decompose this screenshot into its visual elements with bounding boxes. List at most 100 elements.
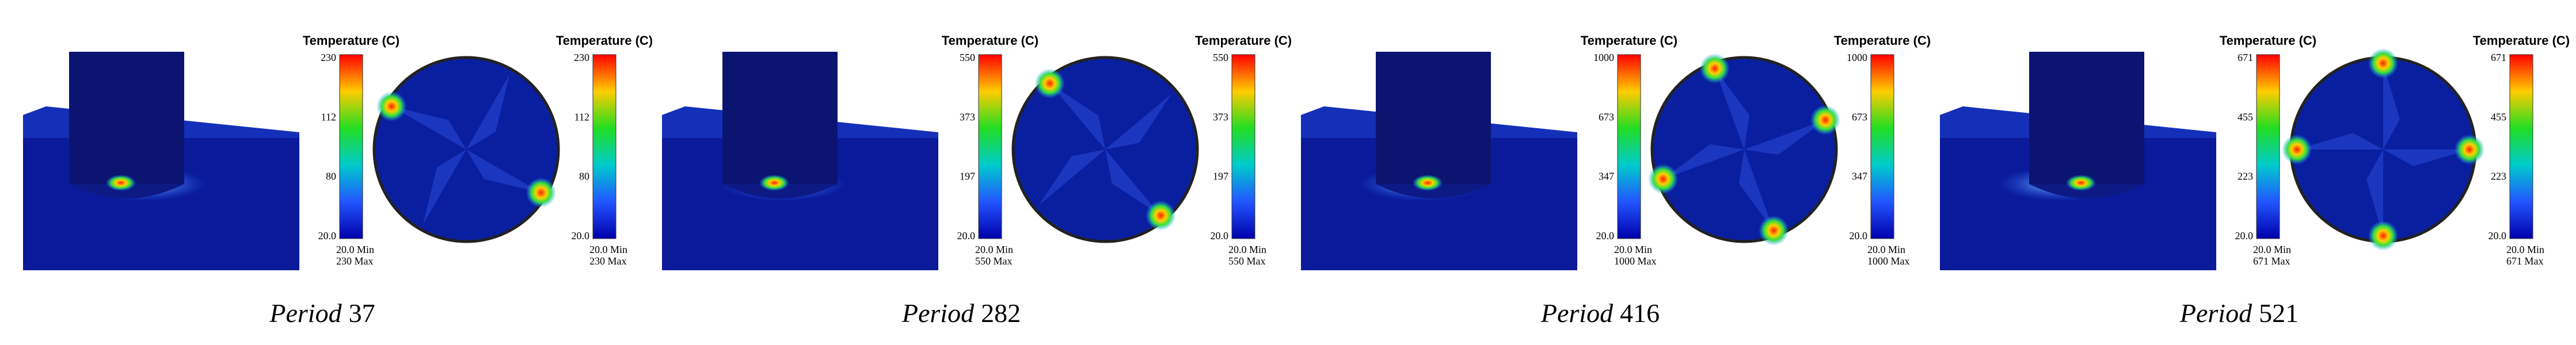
color-legend: Temperature (C) 550 373 197 20.0 20.0 Min550 … — [942, 33, 1038, 267]
section-hot-spot — [526, 178, 556, 208]
flute — [1744, 120, 1825, 155]
legend-tick-label: 550 — [1213, 52, 1228, 63]
cross-section — [1011, 56, 1199, 243]
legend-min: 20.0 Min — [1867, 244, 1905, 255]
flute — [2366, 150, 2383, 236]
legend-tick-label: 455 — [2238, 111, 2253, 122]
legend-min: 20.0 Min — [336, 244, 374, 255]
flute — [1738, 150, 1774, 231]
hot-spot — [1413, 175, 1443, 191]
legend-tick-label: 230 — [574, 52, 589, 63]
caption-number: 37 — [349, 298, 375, 328]
legend-tick-label: 197 — [960, 171, 975, 182]
legend-title: Temperature (C) — [1581, 33, 1677, 48]
tool-tip — [1376, 184, 1491, 198]
section-hot-spot — [1699, 53, 1730, 84]
legend-min: 20.0 Min — [589, 244, 627, 255]
section-hot-spot — [2455, 135, 2484, 164]
tool-tip — [2029, 184, 2144, 198]
flute — [1049, 83, 1105, 150]
cross-section — [372, 56, 560, 243]
legend-min: 20.0 Min — [1614, 244, 1652, 255]
workpiece — [1301, 138, 1577, 270]
tool — [722, 52, 838, 184]
color-legend: Temperature (C) 671 455 223 20.0 20.0 Min671 … — [2220, 33, 2316, 267]
legend-max: 1000 Max — [1867, 255, 1910, 267]
flute — [466, 75, 509, 150]
legend-tick-label: 20.0 — [1850, 230, 1868, 241]
legend-max: 671 Max — [2253, 255, 2290, 267]
simulation-view — [662, 52, 938, 270]
caption: Period 37 — [269, 298, 375, 328]
legend-tick-label: 673 — [1599, 111, 1614, 122]
legend-tick-label: 80 — [326, 171, 336, 182]
section-hot-spot — [1759, 215, 1789, 246]
legend-max: 230 Max — [336, 255, 374, 267]
section-hot-spot — [1648, 164, 1679, 194]
workpiece — [1940, 138, 2216, 270]
legend-tick-label: 1000 — [1847, 52, 1867, 63]
flute — [1105, 94, 1171, 150]
legend-tick-label: 197 — [1213, 171, 1228, 182]
caption-number: 521 — [2259, 298, 2299, 328]
legend-tick-label: 20.0 — [1596, 230, 1615, 241]
section-hot-spot — [2368, 221, 2398, 251]
simulation-view — [23, 52, 299, 270]
legend-title: Temperature (C) — [942, 33, 1038, 48]
legend-title: Temperature (C) — [1195, 33, 1292, 48]
legend-tick-label: 550 — [960, 52, 975, 63]
caption-label: Period — [1540, 298, 1614, 328]
tool — [1376, 52, 1491, 184]
legend-min: 20.0 Min — [1228, 244, 1266, 255]
legend-min: 20.0 Min — [2506, 244, 2544, 255]
flute — [1714, 68, 1750, 150]
legend-tick-label: 20.0 — [2235, 230, 2254, 241]
legend-tick-label: 20.0 — [318, 230, 337, 241]
color-bar — [2509, 54, 2533, 239]
color-bar — [1870, 54, 1894, 239]
caption-number: 416 — [1620, 298, 1660, 328]
color-bar — [592, 54, 617, 239]
legend-tick-label: 671 — [2491, 52, 2506, 63]
legend-min: 20.0 Min — [975, 244, 1013, 255]
caption-number: 282 — [981, 298, 1021, 328]
color-legend: Temperature (C) 550 373 197 20.0 20.0 Min550 … — [1195, 33, 1292, 267]
flute — [1105, 150, 1161, 216]
flute — [2297, 133, 2383, 150]
tool-tip — [69, 184, 184, 198]
caption-label: Period — [2179, 298, 2252, 328]
section-hot-spot — [376, 91, 407, 121]
section-hot-spot — [1034, 68, 1065, 99]
legend-tick-label: 112 — [321, 111, 336, 122]
cross-section — [1648, 53, 1840, 246]
color-legend: Temperature (C) 671 455 223 20.0 20.0 Min671 … — [2473, 33, 2570, 267]
hot-spot — [2066, 175, 2096, 191]
color-bar — [1617, 54, 1641, 239]
color-bar — [978, 54, 1002, 239]
color-bar — [2256, 54, 2280, 239]
hot-spot — [759, 175, 789, 191]
cross-section — [2282, 48, 2484, 251]
legend-title: Temperature (C) — [303, 33, 399, 48]
caption-label: Period — [269, 298, 342, 328]
legend-tick-label: 347 — [1599, 171, 1614, 182]
flute — [1039, 150, 1105, 205]
legend-tick-label: 373 — [960, 111, 975, 122]
flute — [423, 150, 466, 224]
legend-tick-label: 347 — [1852, 171, 1867, 182]
caption: Period 416 — [1540, 298, 1660, 328]
simulation-view — [1301, 52, 1577, 270]
flute — [1663, 144, 1744, 179]
legend-tick-label: 373 — [1213, 111, 1228, 122]
legend-tick-label: 223 — [2491, 171, 2506, 182]
section-hot-spot — [1146, 200, 1176, 231]
legend-title: Temperature (C) — [1834, 33, 1931, 48]
legend-tick-label: 223 — [2238, 171, 2253, 182]
tool — [69, 52, 184, 184]
